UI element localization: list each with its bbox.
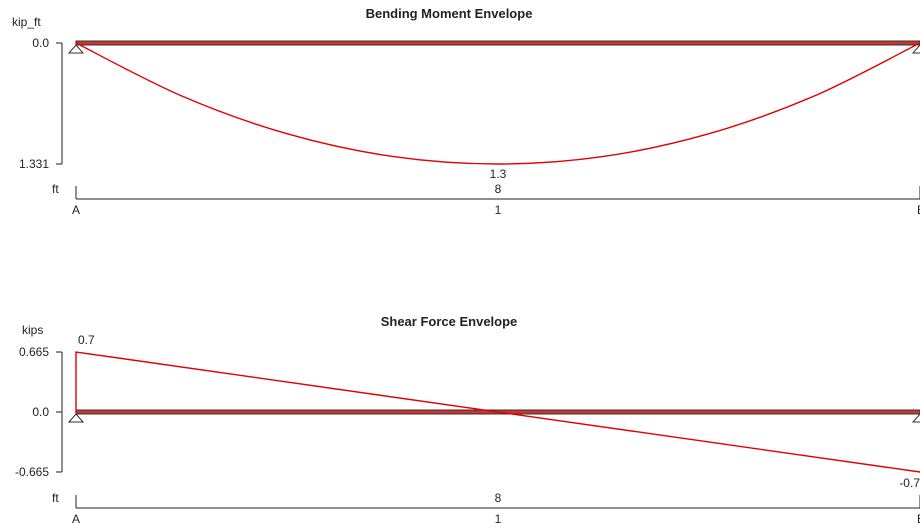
bm-support-label-b: B xyxy=(917,203,920,217)
bm-support-b xyxy=(911,44,920,54)
sf-y-tick-label-0: 0.665 xyxy=(19,345,49,359)
sf-support-label-b: B xyxy=(917,512,920,525)
bm-max-label: 1.3 xyxy=(490,167,507,181)
sf-dim-label: 8 xyxy=(495,491,502,505)
bm-x-axis-label: ft xyxy=(52,182,59,196)
bm-series-line xyxy=(75,42,920,165)
sf-support-a xyxy=(67,413,85,423)
bm-support-a xyxy=(67,44,85,54)
bm-dim-label: 8 xyxy=(495,182,502,196)
bm-beam xyxy=(75,40,920,46)
sf-y-axis-label: kips xyxy=(22,323,43,337)
sf-series-line xyxy=(75,351,920,473)
bm-y-tick-label-1: 1.331 xyxy=(19,157,49,171)
sf-support-label-a: A xyxy=(72,512,80,525)
bm-title: Bending Moment Envelope xyxy=(366,6,533,21)
bm-y-axis-label: kip_ft xyxy=(12,15,41,29)
shear-force-chart: Shear Force Envelope kips 0.665 0.0 -0.6… xyxy=(15,314,920,526)
sf-title: Shear Force Envelope xyxy=(381,314,518,329)
bm-support-label-a: A xyxy=(72,203,80,217)
sf-support-b xyxy=(911,413,920,423)
sf-x-axis-label: ft xyxy=(52,491,59,505)
bm-y-tick-label-0: 0.0 xyxy=(32,36,49,50)
bending-moment-chart: Bending Moment Envelope kip_ft 0.0 1.331… xyxy=(12,6,920,217)
sf-span-label: 1 xyxy=(495,512,502,525)
sf-min-label: -0.7 xyxy=(899,476,920,490)
sf-max-label: 0.7 xyxy=(78,333,95,347)
bm-span-label: 1 xyxy=(495,203,502,217)
sf-y-tick-label-1: 0.0 xyxy=(32,405,49,419)
sf-y-tick-label-2: -0.665 xyxy=(15,465,49,479)
